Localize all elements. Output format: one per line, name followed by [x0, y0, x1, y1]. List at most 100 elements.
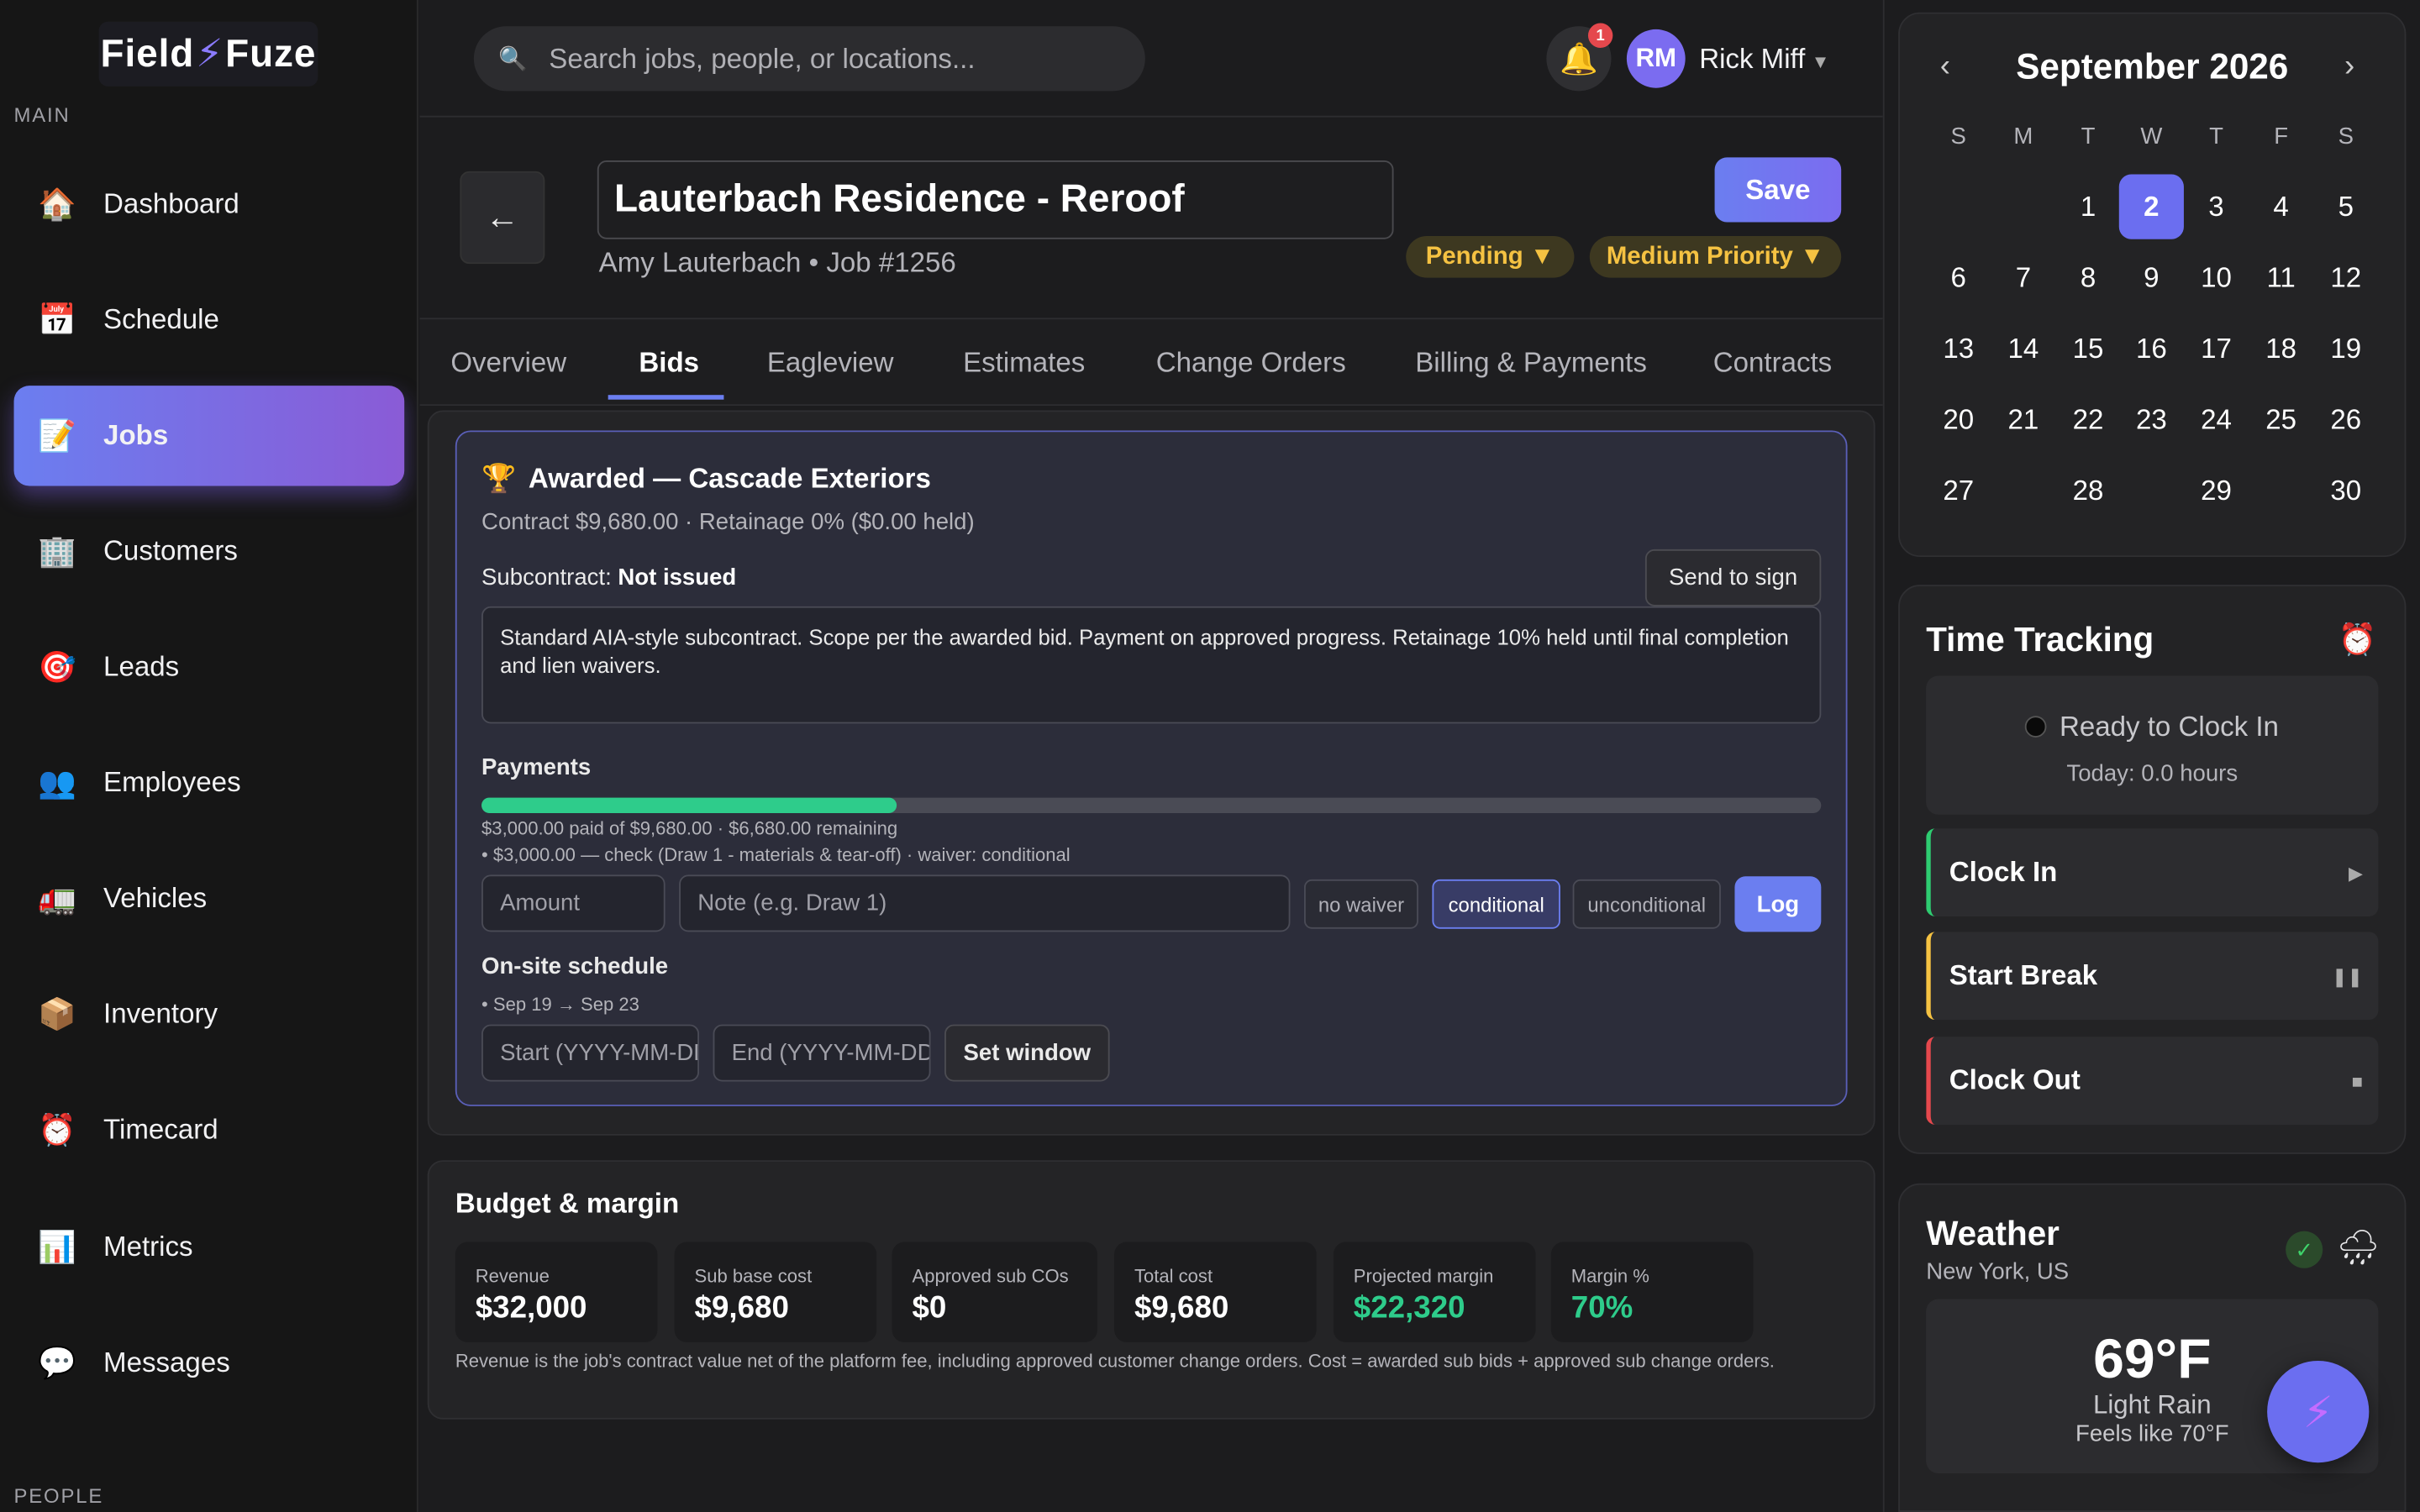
calendar-icon: 📅 — [38, 303, 76, 339]
calendar-day[interactable]: 15 — [2072, 333, 2104, 365]
calendar-day[interactable]: 17 — [2201, 333, 2232, 365]
calendar-next-button[interactable]: › — [2344, 50, 2354, 85]
bolt-icon: ⚡ — [2302, 1388, 2333, 1436]
calendar-day[interactable]: 20 — [1943, 404, 1975, 435]
calendar-day[interactable]: 7 — [2015, 262, 2032, 293]
job-title-input[interactable]: Lauterbach Residence - Reroof — [597, 160, 1394, 239]
checkmark-icon[interactable]: ✓ — [2286, 1231, 2323, 1268]
sidebar-item-leads[interactable]: 🎯 Leads — [14, 617, 405, 717]
sidebar-item-jobs[interactable]: 📝 Jobs — [13, 386, 405, 486]
calendar-day[interactable]: 6 — [1950, 262, 1966, 293]
tab-eagleview[interactable]: Eagleview — [766, 347, 894, 378]
status-dropdown[interactable]: Pending ▼ — [1406, 236, 1575, 278]
set-window-button[interactable]: Set window — [944, 1024, 1110, 1082]
tab-contracts[interactable]: Contracts — [1712, 347, 1833, 378]
metric-label: Approved sub COs — [912, 1265, 1069, 1287]
calendar-day[interactable]: 8 — [2080, 262, 2096, 293]
calendar-day[interactable]: 14 — [2007, 333, 2039, 365]
sidebar-item-label: Metrics — [103, 1231, 193, 1263]
subcontract-text[interactable]: Standard AIA-style subcontract. Scope pe… — [481, 606, 1822, 724]
sidebar-item-dashboard[interactable]: 🏠 Dashboard — [14, 155, 405, 255]
calendar-weekday: T — [2209, 123, 2223, 150]
calendar-day[interactable]: 19 — [2330, 333, 2362, 365]
metric-value: $0 — [912, 1291, 947, 1326]
budget-note: Revenue is the job's contract value net … — [455, 1350, 1775, 1372]
sidebar-item-employees[interactable]: 👥 Employees — [14, 732, 405, 832]
bar-chart-icon: 📊 — [38, 1231, 76, 1266]
back-button[interactable]: ← — [460, 171, 545, 265]
search-bar[interactable]: 🔍 — [473, 26, 1145, 92]
calendar-prev-button[interactable]: ‹ — [1940, 50, 1950, 85]
sidebar-item-metrics[interactable]: 📊 Metrics — [14, 1197, 405, 1297]
clock-in-label: Clock In — [1949, 856, 2058, 888]
calendar-day[interactable]: 18 — [2265, 333, 2297, 365]
calendar-day[interactable]: 10 — [2201, 262, 2232, 293]
save-button[interactable]: Save — [1714, 157, 1842, 223]
calendar-day[interactable]: 13 — [1943, 333, 1975, 365]
calendar-day[interactable]: 9 — [2144, 262, 2160, 293]
calendar-day[interactable]: 4 — [2273, 191, 2289, 223]
calendar-day[interactable]: 3 — [2208, 191, 2224, 223]
note-input[interactable]: Note (e.g. Draw 1) — [679, 874, 1291, 932]
calendar-day[interactable]: 25 — [2265, 404, 2297, 435]
payments-heading: Payments — [481, 754, 592, 781]
sidebar-item-vehicles[interactable]: 🚛 Vehicles — [14, 848, 405, 948]
calendar-day[interactable]: 22 — [2072, 404, 2104, 435]
tab-bids[interactable]: Bids — [639, 347, 700, 378]
calendar-day[interactable]: 2 — [2118, 174, 2184, 239]
search-input[interactable] — [549, 42, 1105, 76]
clock-in-button[interactable]: Clock In ▶ — [1926, 828, 2379, 916]
end-date-input[interactable]: End (YYYY-MM-DD) — [713, 1024, 931, 1082]
budget-heading: Budget & margin — [455, 1188, 680, 1219]
start-break-button[interactable]: Start Break ❚❚ — [1926, 932, 2379, 1021]
amount-input[interactable]: Amount — [481, 874, 666, 932]
log-payment-button[interactable]: Log — [1734, 876, 1822, 932]
quick-action-button[interactable]: ⚡ — [2267, 1360, 2370, 1463]
calendar-day[interactable]: 23 — [2135, 404, 2167, 435]
sidebar-item-schedule[interactable]: 📅 Schedule — [14, 270, 405, 370]
notifications-button[interactable]: 🔔 1 — [1546, 23, 1613, 92]
waiver-option-none[interactable]: no waiver — [1304, 879, 1418, 929]
calendar-weekday: M — [2013, 123, 2033, 150]
stop-icon: ■ — [2351, 1069, 2363, 1092]
calendar-day[interactable]: 5 — [2338, 191, 2354, 223]
calendar-day[interactable]: 21 — [2007, 404, 2039, 435]
avatar[interactable]: RM — [1626, 29, 1686, 88]
priority-dropdown[interactable]: Medium Priority ▼ — [1589, 236, 1842, 278]
chevron-right-icon: › — [2344, 49, 2355, 84]
tab-change-orders[interactable]: Change Orders — [1155, 347, 1346, 378]
weather-feels-like: Feels like 70°F — [2075, 1420, 2229, 1447]
tab-overview[interactable]: Overview — [450, 347, 567, 378]
calendar-day[interactable]: 30 — [2330, 475, 2362, 507]
clock-out-button[interactable]: Clock Out ■ — [1926, 1037, 2379, 1125]
sidebar-item-inventory[interactable]: 📦 Inventory — [14, 964, 405, 1064]
status-dot-icon — [2025, 716, 2048, 738]
metric-value: $9,680 — [694, 1291, 789, 1326]
calendar-day[interactable]: 26 — [2330, 404, 2362, 435]
calendar-day[interactable]: 11 — [2266, 262, 2296, 293]
calendar-day[interactable]: 1 — [2080, 191, 2096, 223]
tab-billing-payments[interactable]: Billing & Payments — [1415, 347, 1647, 378]
user-menu[interactable]: Rick Miff ▼ — [1699, 43, 1829, 76]
sidebar-item-label: Employees — [103, 766, 241, 798]
start-date-input[interactable]: Start (YYYY-MM-DD) — [481, 1024, 700, 1082]
sidebar-item-customers[interactable]: 🏢 Customers — [14, 501, 405, 601]
calendar-day[interactable]: 16 — [2135, 333, 2167, 365]
calendar-weekday: S — [1950, 123, 1966, 150]
clock-status-text: Ready to Clock In — [2059, 711, 2279, 743]
waiver-option-unconditional[interactable]: unconditional — [1572, 879, 1721, 929]
sidebar-item-timecard[interactable]: ⏰ Timecard — [14, 1080, 405, 1180]
metric-value: $32,000 — [475, 1291, 587, 1326]
sidebar-item-messages[interactable]: 💬 Messages — [14, 1313, 405, 1413]
calendar-day[interactable]: 24 — [2201, 404, 2232, 435]
calendar-day[interactable]: 29 — [2201, 475, 2232, 507]
calendar-day[interactable]: 27 — [1943, 475, 1975, 507]
sidebar-item-label: Timecard — [103, 1114, 218, 1145]
app-logo[interactable]: Field ⚡ Fuze — [98, 21, 318, 87]
send-to-sign-button[interactable]: Send to sign — [1644, 549, 1822, 606]
calendar-widget — [1898, 12, 2407, 558]
calendar-day[interactable]: 28 — [2072, 475, 2104, 507]
waiver-option-conditional[interactable]: conditional — [1432, 879, 1560, 929]
tab-estimates[interactable]: Estimates — [963, 347, 1086, 378]
calendar-day[interactable]: 12 — [2330, 262, 2362, 293]
